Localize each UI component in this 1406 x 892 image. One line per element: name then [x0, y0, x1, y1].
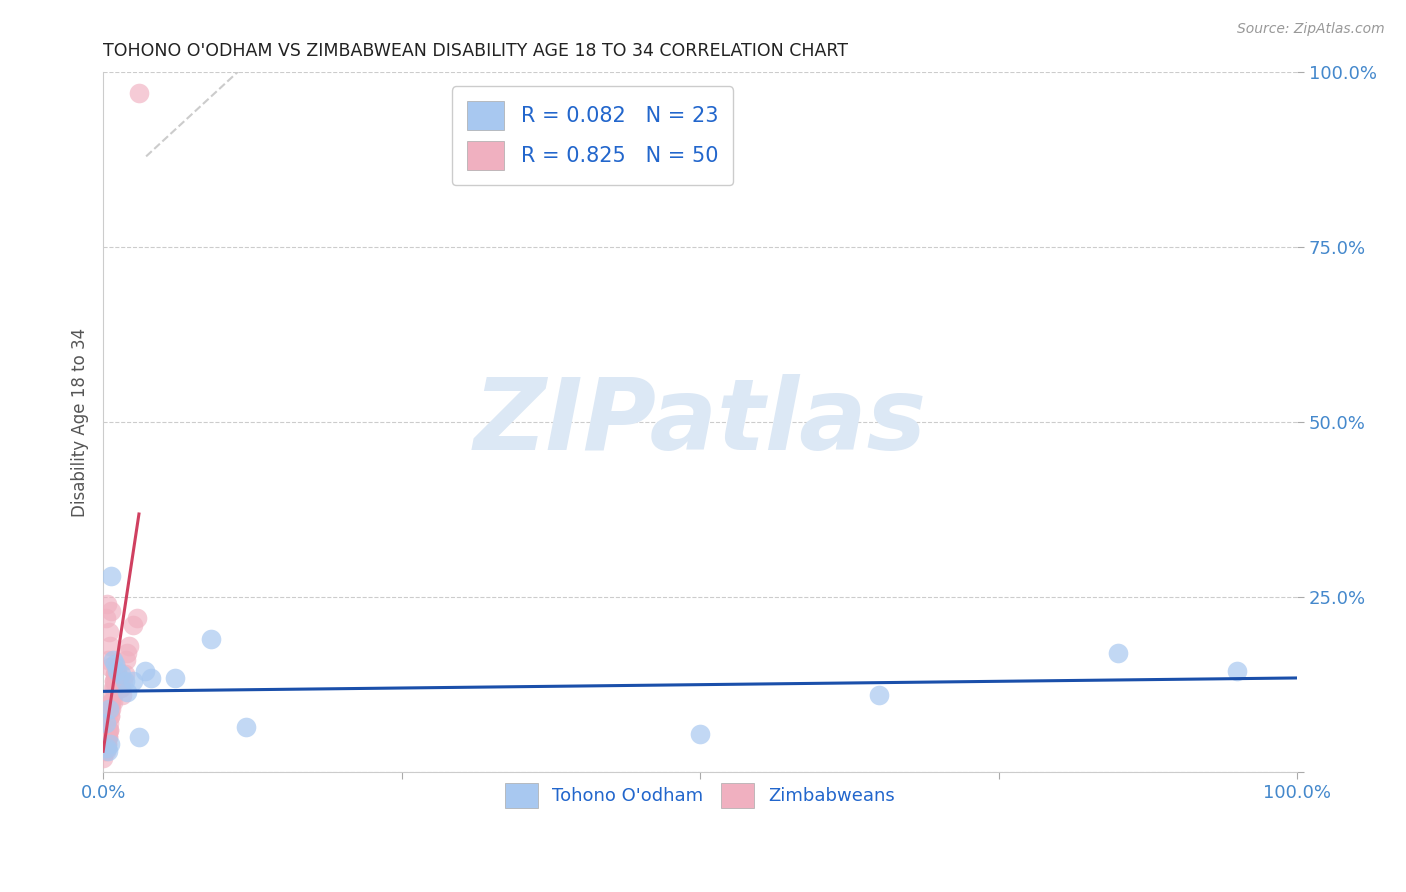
- Point: [97, 730, 120, 744]
- Point: [128, 730, 150, 744]
- Point: [111, 688, 134, 702]
- Point: [98, 709, 121, 723]
- Text: ZIPatlas: ZIPatlas: [474, 374, 927, 471]
- Point: [94, 737, 117, 751]
- Point: [101, 695, 124, 709]
- Point: [1107, 646, 1129, 660]
- Y-axis label: Disability Age 18 to 34: Disability Age 18 to 34: [72, 327, 89, 516]
- Point: [96, 737, 118, 751]
- Point: [98, 702, 121, 716]
- Point: [91, 751, 114, 765]
- Point: [104, 657, 127, 671]
- Point: [104, 667, 127, 681]
- Point: [103, 681, 125, 695]
- Point: [98, 737, 121, 751]
- Point: [125, 611, 148, 625]
- Point: [94, 611, 117, 625]
- Point: [139, 671, 162, 685]
- Point: [107, 667, 129, 681]
- Point: [97, 723, 120, 737]
- Point: [100, 569, 122, 583]
- Point: [98, 716, 121, 731]
- Point: [98, 723, 121, 737]
- Point: [96, 737, 118, 751]
- Point: [1226, 664, 1249, 678]
- Point: [98, 709, 121, 723]
- Point: [134, 664, 156, 678]
- Point: [93, 737, 115, 751]
- Point: [93, 744, 115, 758]
- Point: [115, 646, 138, 660]
- Point: [104, 667, 127, 681]
- Point: [101, 653, 124, 667]
- Point: [122, 674, 145, 689]
- Point: [97, 744, 120, 758]
- Point: [128, 87, 150, 101]
- Point: [108, 681, 131, 695]
- Point: [98, 660, 121, 674]
- Point: [100, 702, 122, 716]
- Point: [101, 681, 124, 695]
- Point: [96, 740, 118, 755]
- Text: Source: ZipAtlas.com: Source: ZipAtlas.com: [1237, 22, 1385, 37]
- Point: [94, 716, 117, 731]
- Text: TOHONO O'ODHAM VS ZIMBABWEAN DISABILITY AGE 18 TO 34 CORRELATION CHART: TOHONO O'ODHAM VS ZIMBABWEAN DISABILITY …: [103, 42, 848, 60]
- Point: [96, 597, 118, 611]
- Point: [96, 730, 118, 744]
- Point: [110, 681, 132, 695]
- Point: [97, 730, 120, 744]
- Point: [98, 723, 121, 737]
- Point: [689, 726, 711, 740]
- Point: [97, 653, 120, 667]
- Point: [98, 625, 121, 640]
- Point: [114, 667, 136, 681]
- Point: [110, 667, 132, 681]
- Point: [100, 695, 122, 709]
- Point: [112, 674, 135, 689]
- Point: [114, 674, 136, 689]
- Point: [103, 674, 125, 689]
- Point: [107, 664, 129, 678]
- Point: [868, 688, 890, 702]
- Legend: Tohono O'odham, Zimbabweans: Tohono O'odham, Zimbabweans: [498, 775, 903, 815]
- Point: [98, 639, 121, 653]
- Point: [114, 653, 136, 667]
- Point: [107, 674, 129, 689]
- Point: [104, 674, 127, 689]
- Point: [98, 702, 121, 716]
- Point: [200, 632, 222, 647]
- Point: [118, 639, 141, 653]
- Point: [115, 684, 138, 698]
- Point: [163, 671, 186, 685]
- Point: [103, 674, 125, 689]
- Point: [122, 618, 145, 632]
- Point: [105, 660, 128, 674]
- Point: [101, 688, 124, 702]
- Point: [235, 720, 257, 734]
- Point: [94, 744, 117, 758]
- Point: [100, 695, 122, 709]
- Point: [100, 604, 122, 618]
